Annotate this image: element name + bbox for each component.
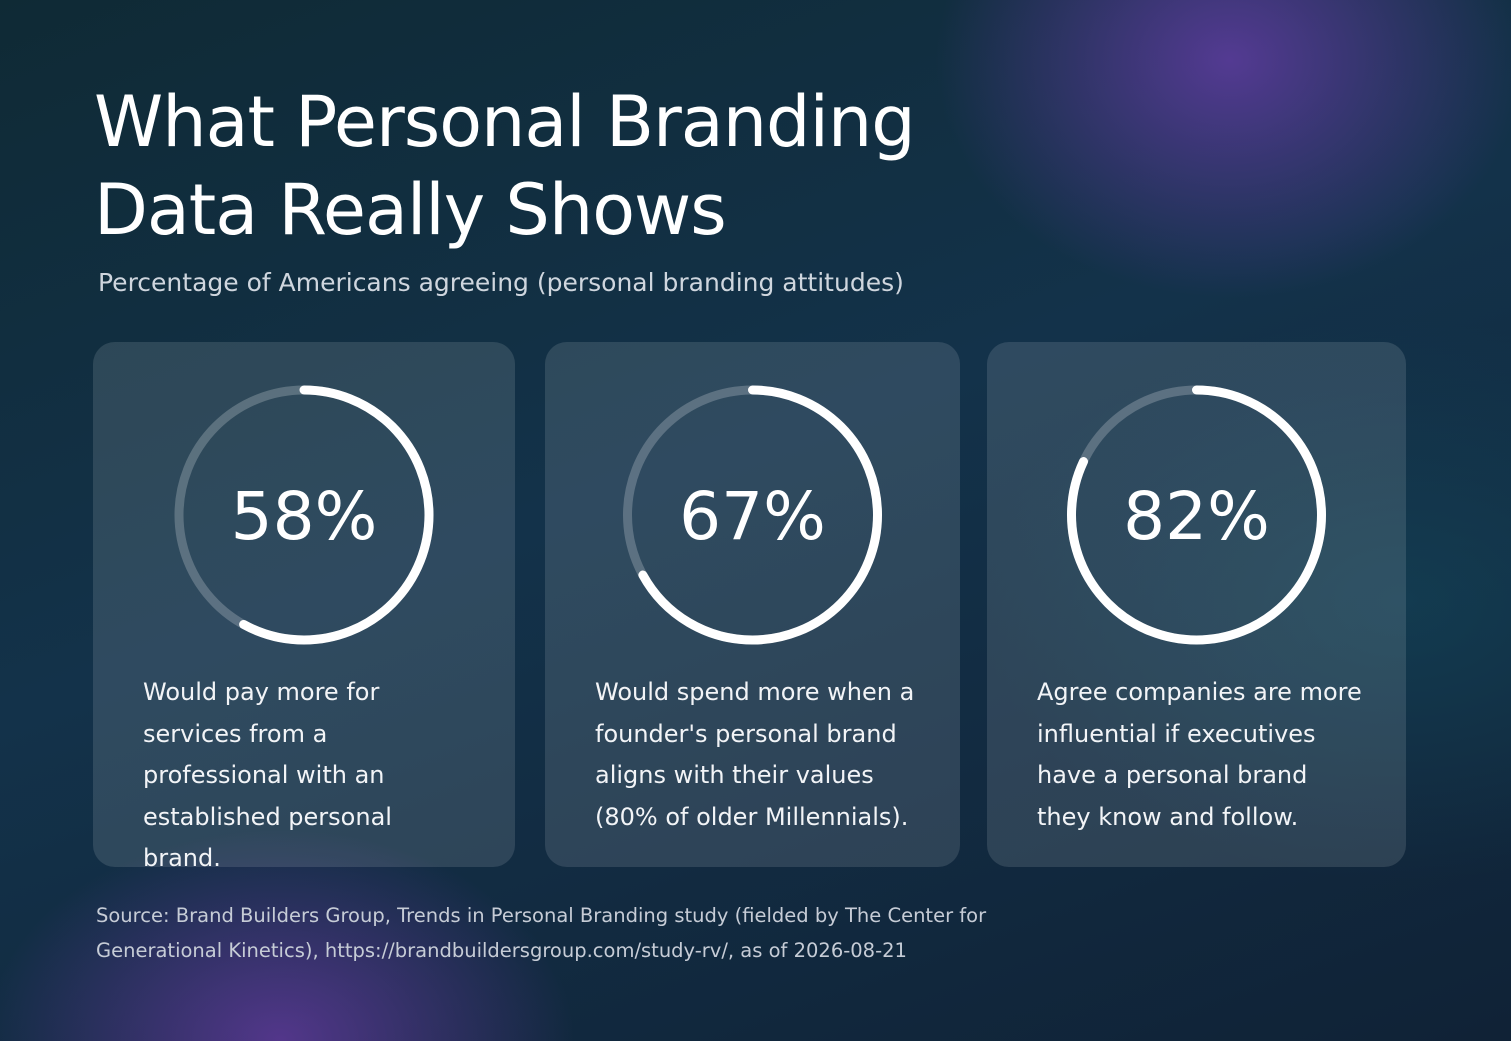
source-note: Source: Brand Builders Group, Trends in …: [96, 904, 987, 962]
chart-title: What Personal Branding Data Really Shows: [94, 81, 916, 251]
stat-description: Would spend more when a founder's person…: [595, 678, 915, 831]
ring-chart: 58%: [174, 385, 434, 645]
stat-description: Agree companies are more influential if …: [1037, 678, 1362, 831]
ring-arc: [623, 385, 882, 645]
stat-description: Would pay more for services from a profe…: [143, 678, 392, 872]
stat-card: 82% Agree companies are more influential …: [987, 342, 1406, 867]
value-label: 82%: [1123, 478, 1270, 555]
ring-chart: 82%: [1067, 385, 1326, 645]
ring-arc: [174, 385, 434, 645]
stat-card: 58% Would pay more for services from a pr…: [93, 342, 515, 872]
stat-card: 67% Would spend more when a founder's per…: [545, 342, 960, 867]
ring-arc: [1067, 385, 1326, 645]
value-label: 67%: [679, 478, 826, 555]
value-label: 58%: [231, 478, 378, 555]
chart-subtitle: Percentage of Americans agreeing (person…: [98, 268, 904, 297]
ring-chart: 67%: [623, 385, 882, 645]
